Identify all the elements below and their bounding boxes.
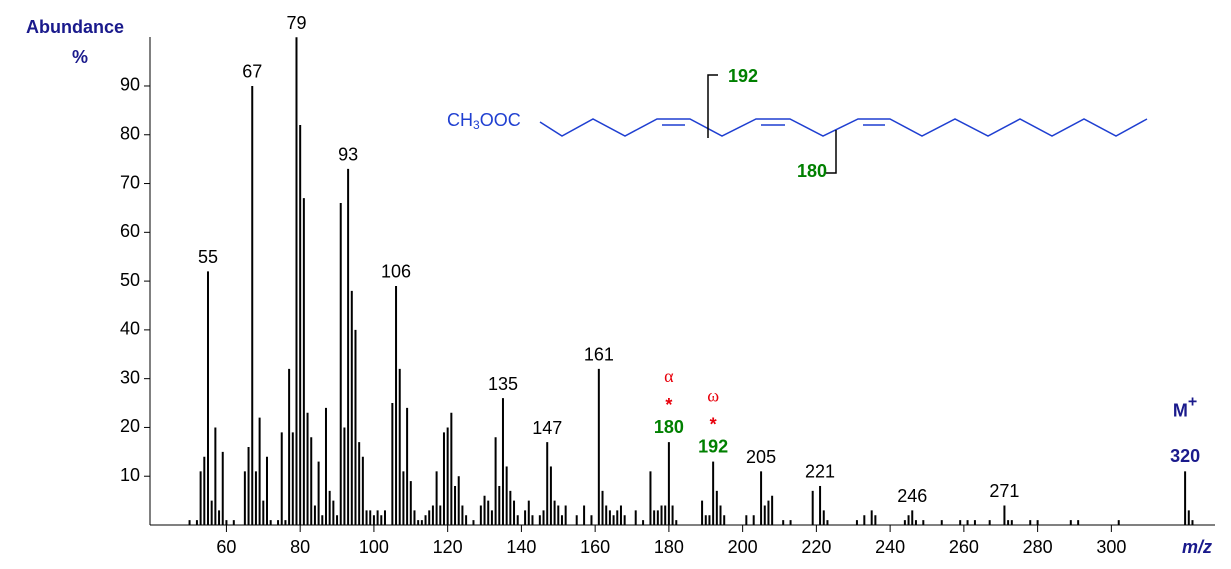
- x-tick-label: 140: [506, 537, 536, 557]
- peak-label: 55: [198, 247, 218, 267]
- peak-label: 106: [381, 262, 411, 282]
- structure-formula: CH3OOC: [447, 110, 521, 132]
- y-tick-label: 20: [120, 416, 140, 436]
- x-axis-label: m/z: [1182, 537, 1212, 557]
- y-tick-label: 60: [120, 221, 140, 241]
- peak-label: 147: [532, 418, 562, 438]
- y-tick-label: 50: [120, 270, 140, 290]
- y-axis-label: Abundance: [26, 17, 124, 37]
- x-tick-label: 200: [728, 537, 758, 557]
- peak-label: 93: [338, 145, 358, 165]
- molecular-ion-label: M+: [1173, 394, 1197, 421]
- formula-part: OOC: [480, 110, 521, 130]
- x-tick-label: 240: [875, 537, 905, 557]
- y-tick-label: 70: [120, 172, 140, 192]
- y-tick-label: 90: [120, 75, 140, 95]
- x-tick-label: 100: [359, 537, 389, 557]
- fragment-label: 192: [698, 436, 728, 456]
- fragment-type: ω: [707, 386, 719, 406]
- cleavage-line: [707, 74, 718, 138]
- x-tick-label: 220: [801, 537, 831, 557]
- x-tick-label: 280: [1023, 537, 1053, 557]
- fragment-label: 180: [654, 417, 684, 437]
- fragment-marker: *: [665, 395, 672, 415]
- peak-label: 246: [897, 486, 927, 506]
- formula-subscript: 3: [473, 118, 480, 132]
- y-tick-label: 40: [120, 319, 140, 339]
- peak-label: 67: [242, 62, 262, 82]
- x-tick-label: 180: [654, 537, 684, 557]
- y-tick-label: 30: [120, 367, 140, 387]
- x-tick-label: 80: [290, 537, 310, 557]
- molecular-ion-charge: +: [1188, 394, 1197, 411]
- formula-part: CH: [447, 110, 473, 130]
- y-tick-label: 10: [120, 465, 140, 485]
- peak-label: 79: [286, 13, 306, 33]
- structure: CH3OOC 192 180: [447, 66, 1148, 181]
- x-tick-label: 120: [433, 537, 463, 557]
- x-tick-label: 300: [1096, 537, 1126, 557]
- peak-label: 161: [584, 345, 614, 365]
- x-tick-label: 160: [580, 537, 610, 557]
- peak-label: 135: [488, 374, 518, 394]
- x-tick-label: 260: [949, 537, 979, 557]
- x-tick-label: 60: [216, 537, 236, 557]
- cleavage-line: [826, 130, 837, 174]
- fragment-marker: *: [710, 414, 717, 434]
- cleavage-label: 192: [728, 66, 758, 86]
- y-axis-unit: %: [72, 47, 88, 67]
- cleavage-label: 180: [797, 161, 827, 181]
- molecular-ion-symbol: M: [1173, 400, 1188, 420]
- y-tick-label: 80: [120, 124, 140, 144]
- peak-label: 205: [746, 447, 776, 467]
- molecular-ion-mz: 320: [1170, 446, 1200, 466]
- peak-label: 271: [989, 481, 1019, 501]
- peak-label: 221: [805, 462, 835, 482]
- fragment-type: α: [664, 366, 674, 386]
- carbon-chain: [539, 118, 1148, 137]
